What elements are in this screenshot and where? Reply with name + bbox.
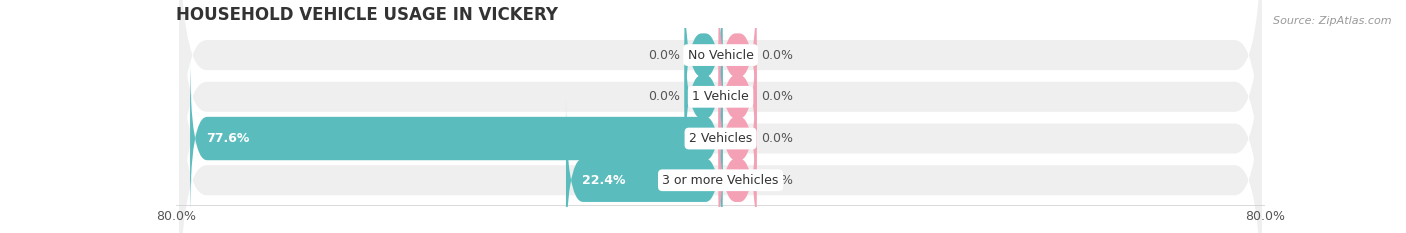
FancyBboxPatch shape (718, 14, 756, 179)
Text: 2 Vehicles: 2 Vehicles (689, 132, 752, 145)
Text: 0.0%: 0.0% (762, 174, 793, 187)
FancyBboxPatch shape (190, 56, 723, 221)
Text: 1 Vehicle: 1 Vehicle (692, 90, 749, 103)
Text: 3 or more Vehicles: 3 or more Vehicles (662, 174, 779, 187)
FancyBboxPatch shape (685, 0, 723, 138)
Text: Source: ZipAtlas.com: Source: ZipAtlas.com (1274, 16, 1392, 26)
FancyBboxPatch shape (718, 56, 756, 221)
FancyBboxPatch shape (567, 98, 723, 233)
Text: 0.0%: 0.0% (762, 90, 793, 103)
FancyBboxPatch shape (179, 0, 1263, 233)
Text: 77.6%: 77.6% (205, 132, 249, 145)
FancyBboxPatch shape (179, 0, 1263, 233)
Text: 0.0%: 0.0% (648, 48, 679, 62)
Text: 0.0%: 0.0% (762, 132, 793, 145)
FancyBboxPatch shape (718, 98, 756, 233)
FancyBboxPatch shape (718, 0, 756, 138)
FancyBboxPatch shape (179, 0, 1263, 207)
Text: HOUSEHOLD VEHICLE USAGE IN VICKERY: HOUSEHOLD VEHICLE USAGE IN VICKERY (176, 6, 558, 24)
Text: No Vehicle: No Vehicle (688, 48, 754, 62)
FancyBboxPatch shape (179, 28, 1263, 233)
Text: 0.0%: 0.0% (648, 90, 679, 103)
Legend: Owner-occupied, Renter-occupied: Owner-occupied, Renter-occupied (585, 232, 856, 233)
Text: 22.4%: 22.4% (582, 174, 626, 187)
Text: 0.0%: 0.0% (762, 48, 793, 62)
FancyBboxPatch shape (685, 14, 723, 179)
